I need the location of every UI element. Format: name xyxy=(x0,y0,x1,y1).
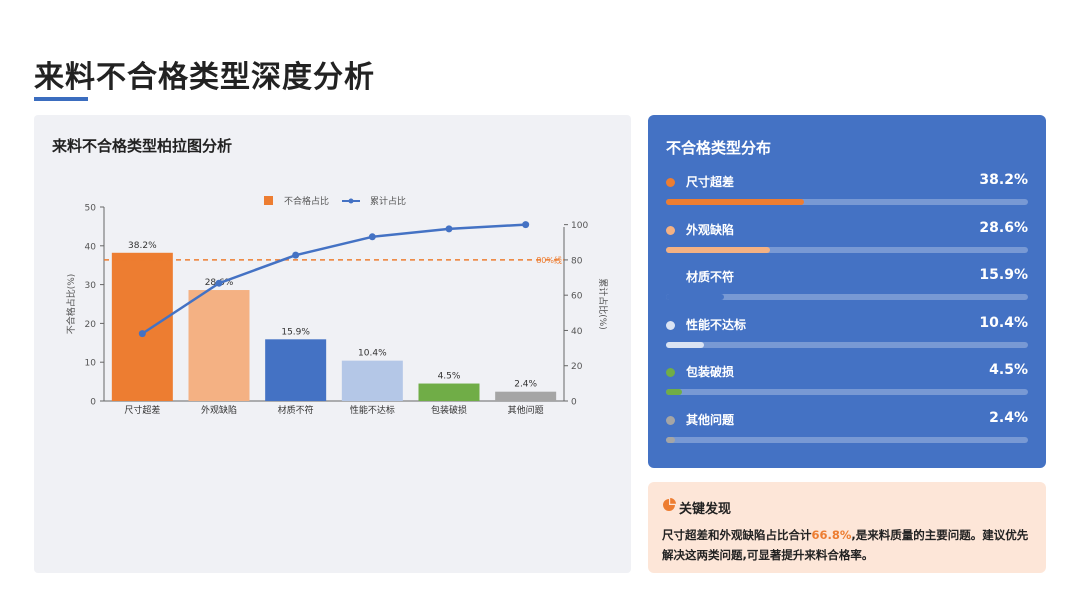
progress-track xyxy=(666,294,1028,300)
bar xyxy=(418,383,480,401)
progress-fill xyxy=(666,246,770,253)
progress-fill xyxy=(666,199,805,205)
x-tick-label: 外观缺陷 xyxy=(201,404,237,416)
category-name: 包装破损 xyxy=(686,365,735,379)
y-tick-label: 40 xyxy=(85,242,97,252)
category-dot xyxy=(666,225,675,235)
bar-data-label: 38.2% xyxy=(128,241,157,251)
pie-chart-icon xyxy=(663,498,676,511)
x-tick-label: 尺寸超差 xyxy=(124,404,160,416)
y2-tick-label: 100 xyxy=(571,221,588,231)
bar-data-label: 4.5% xyxy=(438,372,461,382)
page-title: 来料不合格类型深度分析 xyxy=(34,60,375,95)
finding-text-after: ,是来料质量的主要问题。建议优先解决这两类问题,可显著提升来料合格率。 xyxy=(662,528,1029,562)
category-dot xyxy=(666,320,675,330)
title-underline xyxy=(34,97,88,101)
bar xyxy=(495,391,557,401)
bar-data-label: 10.4% xyxy=(358,349,387,359)
x-tick-label: 其他问题 xyxy=(508,404,544,416)
category-value: 10.4% xyxy=(979,314,1028,331)
cumulative-point xyxy=(138,330,146,338)
category-dot xyxy=(666,415,675,425)
progress-track xyxy=(666,199,1028,205)
distribution-row: 外观缺陷 28.6% xyxy=(666,219,1028,261)
category-name: 材质不符 xyxy=(686,270,735,284)
y-tick-label: 20 xyxy=(85,320,97,330)
reference-line-label: 80%线 xyxy=(536,255,562,265)
progress-fill xyxy=(666,389,683,395)
cumulative-point xyxy=(522,221,530,229)
cumulative-point xyxy=(292,251,300,259)
distribution-title: 不合格类型分布 xyxy=(666,139,772,157)
category-value: 28.6% xyxy=(979,219,1028,236)
y2-tick-label: 40 xyxy=(571,327,583,337)
progress-fill xyxy=(666,294,724,300)
finding-text-before: 尺寸超差和外观缺陷占比合计 xyxy=(662,528,812,542)
key-findings-title: 关键发现 xyxy=(679,502,732,517)
y-tick-label: 30 xyxy=(85,281,97,291)
legend-label-line: 累计占比 xyxy=(370,195,406,207)
y2-tick-label: 20 xyxy=(571,362,583,372)
category-name: 尺寸超差 xyxy=(686,175,735,189)
bar xyxy=(188,290,250,401)
pareto-chart-panel: 0 10 20 30 40 50 0 20 40 60 80 100 不合格占比(%) 累计占比(%) 38… xyxy=(34,115,631,573)
bar xyxy=(265,339,327,401)
chart-title: 来料不合格类型柏拉图分析 xyxy=(52,137,233,155)
category-name: 性能不达标 xyxy=(686,317,747,332)
progress-fill xyxy=(666,436,675,443)
category-dot xyxy=(666,178,675,187)
key-findings-panel: 关键发现 尺寸超差和外观缺陷占比合计66.8%,是来料质量的主要问题。建议优先解… xyxy=(648,482,1046,573)
key-findings-text: 尺寸超差和外观缺陷占比合计66.8%,是来料质量的主要问题。建议优先解决这两类问… xyxy=(662,525,1036,565)
y2-axis-title: 累计占比(%) xyxy=(597,278,609,330)
y2-tick-label: 80 xyxy=(571,256,583,266)
category-dot xyxy=(666,368,675,377)
legend-label-bar: 不合格占比 xyxy=(284,195,329,207)
cumulative-line xyxy=(141,223,526,335)
pareto-chart: 0 10 20 30 40 50 0 20 40 60 80 100 不合格占比(%) 累计占比(%) 38… xyxy=(65,195,609,416)
y-tick-label: 10 xyxy=(85,359,97,369)
bar-data-label: 2.4% xyxy=(514,380,537,390)
finding-highlight: 66.8% xyxy=(811,528,852,542)
legend-swatch-bar xyxy=(264,196,273,205)
distribution-panel: 不合格类型分布 尺寸超差 38.2% 外观缺陷 28.6% 材质不符 15.9% 性能不达标… xyxy=(648,115,1046,468)
category-name: 其他问题 xyxy=(686,412,735,427)
distribution-row: 性能不达标 10.4% xyxy=(666,314,1028,356)
y2-tick-label: 0 xyxy=(571,398,577,408)
bar xyxy=(341,360,403,401)
x-tick-label: 性能不达标 xyxy=(350,404,395,416)
category-value: 38.2% xyxy=(979,172,1028,188)
progress-track xyxy=(666,389,1028,395)
y2-tick-label: 60 xyxy=(571,292,583,302)
bar-data-label: 15.9% xyxy=(281,327,310,337)
cumulative-point xyxy=(445,225,453,233)
bar xyxy=(111,252,173,401)
y-tick-label: 0 xyxy=(90,398,96,408)
progress-track xyxy=(666,246,1028,253)
cumulative-point xyxy=(368,233,376,241)
distribution-row: 包装破损 4.5% xyxy=(666,362,1028,403)
y-axis-title: 不合格占比(%) xyxy=(65,274,77,335)
legend-swatch-point xyxy=(348,198,354,204)
category-value: 15.9% xyxy=(979,267,1028,283)
cumulative-point xyxy=(215,279,223,287)
progress-track xyxy=(666,341,1028,348)
x-tick-label: 材质不符 xyxy=(278,404,314,416)
progress-fill xyxy=(666,341,704,348)
category-value: 2.4% xyxy=(989,409,1028,426)
distribution-row: 材质不符 15.9% xyxy=(666,267,1028,308)
distribution-row: 其他问题 2.4% xyxy=(666,409,1028,451)
category-value: 4.5% xyxy=(989,362,1028,378)
x-tick-label: 包装破损 xyxy=(431,404,467,416)
category-name: 外观缺陷 xyxy=(686,222,735,237)
distribution-row: 尺寸超差 38.2% xyxy=(666,172,1028,213)
progress-track xyxy=(666,436,1028,443)
y-tick-label: 50 xyxy=(85,204,97,214)
